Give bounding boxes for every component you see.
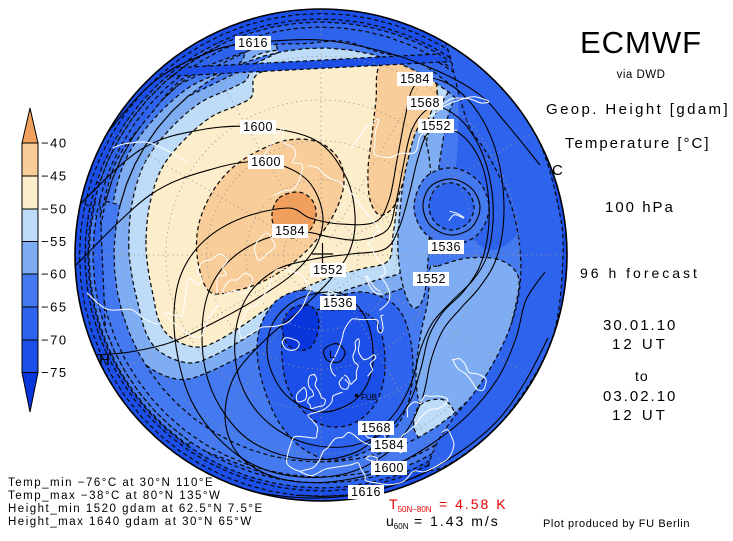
- svg-text:1584: 1584: [275, 224, 305, 238]
- svg-text:1536: 1536: [431, 240, 461, 254]
- svg-text:12 UT: 12 UT: [612, 407, 668, 424]
- svg-text:ECMWF: ECMWF: [580, 25, 702, 60]
- svg-text:to: to: [635, 368, 649, 384]
- svg-text:1552: 1552: [416, 272, 446, 286]
- svg-text:100 hPa: 100 hPa: [605, 199, 675, 216]
- svg-text:−40: −40: [41, 136, 68, 151]
- svg-text:C: C: [552, 162, 563, 179]
- svg-text:Height_min 1520 gdam at 62.5°N: Height_min 1520 gdam at 62.5°N 7.5°E: [8, 503, 264, 515]
- svg-text:1568: 1568: [361, 421, 391, 435]
- svg-text:1600: 1600: [243, 120, 273, 134]
- svg-text:H: H: [99, 352, 110, 369]
- svg-text:1600: 1600: [251, 155, 281, 169]
- svg-text:1552: 1552: [313, 263, 343, 277]
- svg-text:L: L: [329, 349, 335, 361]
- svg-text:−50: −50: [41, 202, 68, 217]
- svg-text:= 4.58 K: = 4.58 K: [439, 496, 508, 512]
- svg-text:−75: −75: [41, 365, 68, 380]
- svg-text:−45: −45: [41, 169, 68, 184]
- svg-text:1616: 1616: [351, 485, 381, 499]
- svg-text:1600: 1600: [374, 461, 404, 475]
- svg-text:30.01.10: 30.01.10: [603, 317, 677, 334]
- svg-text:03.02.10: 03.02.10: [603, 388, 677, 405]
- svg-text:1584: 1584: [400, 72, 430, 86]
- svg-text:1552: 1552: [421, 119, 451, 133]
- svg-text:= 1.43 m/s: = 1.43 m/s: [414, 513, 500, 529]
- svg-text:−55: −55: [41, 234, 68, 249]
- svg-text:Temp_min −76°C at 30°N 110°E: Temp_min −76°C at 30°N 110°E: [8, 477, 214, 489]
- svg-text:FUB: FUB: [361, 393, 377, 402]
- svg-text:Plot produced by FU Berlin: Plot produced by FU Berlin: [543, 518, 690, 530]
- svg-text:96 h forecast: 96 h forecast: [580, 265, 700, 281]
- svg-text:1568: 1568: [410, 96, 440, 110]
- svg-text:−65: −65: [41, 300, 68, 315]
- svg-text:Height_max 1640 gdam at 30°N 6: Height_max 1640 gdam at 30°N 65°W: [8, 516, 253, 528]
- svg-text:Geop. Height [gdam]: Geop. Height [gdam]: [546, 101, 730, 118]
- svg-text:−70: −70: [41, 333, 68, 348]
- svg-text:−60: −60: [41, 267, 68, 282]
- svg-text:Temp_max −38°C at 80°N 135°W: Temp_max −38°C at 80°N 135°W: [8, 490, 221, 502]
- svg-text:via DWD: via DWD: [617, 69, 666, 81]
- svg-text:1584: 1584: [374, 438, 404, 452]
- svg-text:12 UT: 12 UT: [612, 336, 668, 353]
- svg-text:Temperature [°C]: Temperature [°C]: [565, 135, 711, 152]
- svg-text:1536: 1536: [323, 296, 353, 310]
- svg-text:1616: 1616: [238, 36, 268, 50]
